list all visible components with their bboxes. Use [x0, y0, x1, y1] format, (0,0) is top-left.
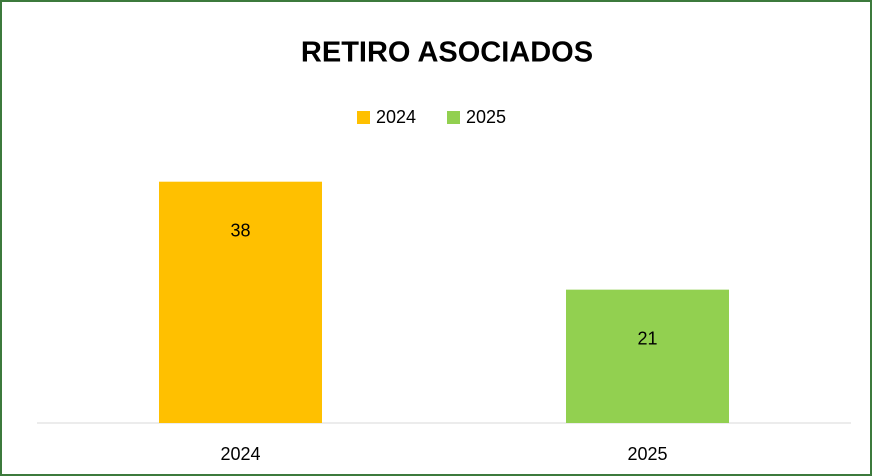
chart-title: RETIRO ASOCIADOS	[301, 37, 593, 69]
bar	[159, 181, 322, 423]
bar	[566, 289, 729, 423]
legend-swatch	[357, 111, 370, 124]
legend-label: 2025	[466, 107, 506, 127]
x-tick-label: 2025	[627, 444, 667, 464]
x-tick-label: 2024	[220, 444, 260, 464]
legend-swatch	[447, 111, 460, 124]
data-label: 21	[637, 328, 657, 348]
legend-label: 2024	[376, 107, 416, 127]
data-label: 38	[230, 220, 250, 240]
